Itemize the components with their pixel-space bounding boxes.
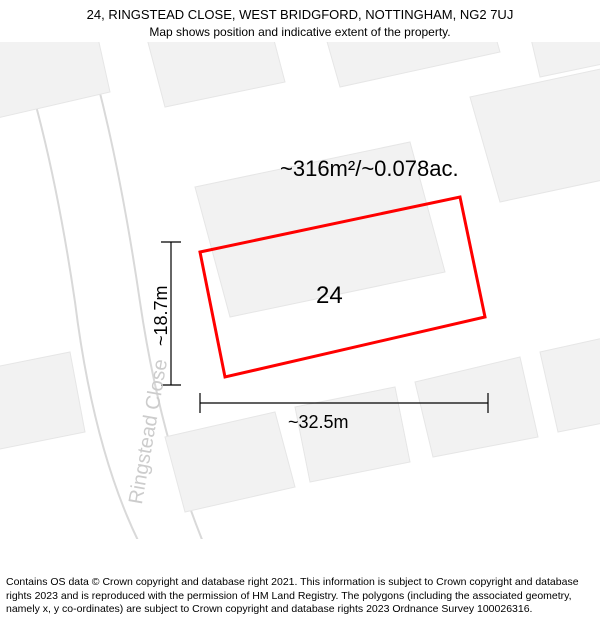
header: 24, RINGSTEAD CLOSE, WEST BRIDGFORD, NOT… [0,0,600,44]
width-label: ~32.5m [288,412,349,433]
plot-number: 24 [316,282,343,310]
map-svg [0,42,600,539]
page-title: 24, RINGSTEAD CLOSE, WEST BRIDGFORD, NOT… [10,6,590,24]
page-subtitle: Map shows position and indicative extent… [10,24,590,40]
map-area: ~316m²/~0.078ac. 24 ~32.5m ~18.7m Ringst… [0,42,600,539]
footer-copyright: Contains OS data © Crown copyright and d… [0,572,600,625]
height-label: ~18.7m [151,285,172,346]
area-label: ~316m²/~0.078ac. [280,156,459,182]
